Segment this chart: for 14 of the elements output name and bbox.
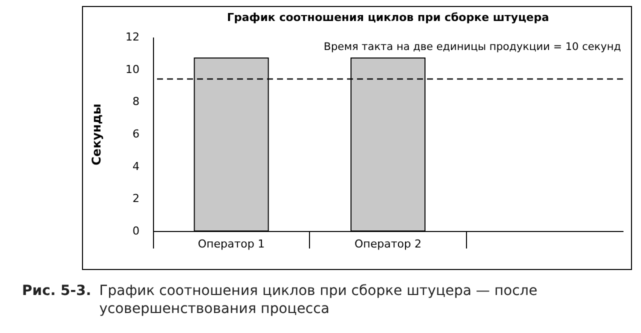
- y-tick-label: 6: [132, 128, 140, 140]
- x-tick-label: Оператор 2: [354, 238, 422, 250]
- text: Рис. 5-3.: [22, 282, 92, 301]
- x-tick-label: Оператор 1: [198, 238, 265, 250]
- y-tick-label: 8: [132, 95, 140, 108]
- y-tick-label: 4: [132, 160, 140, 173]
- y-tick-label: 10: [126, 62, 140, 76]
- y-axis-title: Секунды: [90, 104, 104, 166]
- text: График соотношения циклов при сборке штуцера — после усовершенствования процесса: [99, 282, 538, 318]
- y-tick-label: 2: [132, 192, 140, 206]
- y-tick-label: 0: [132, 224, 140, 238]
- chart-title: График соотношения циклов при сборке штуцера: [226, 11, 550, 24]
- y-tick-label: 12: [126, 30, 140, 44]
- annotation: Время такта на две единицы продукции = 10 секунд: [324, 41, 621, 53]
